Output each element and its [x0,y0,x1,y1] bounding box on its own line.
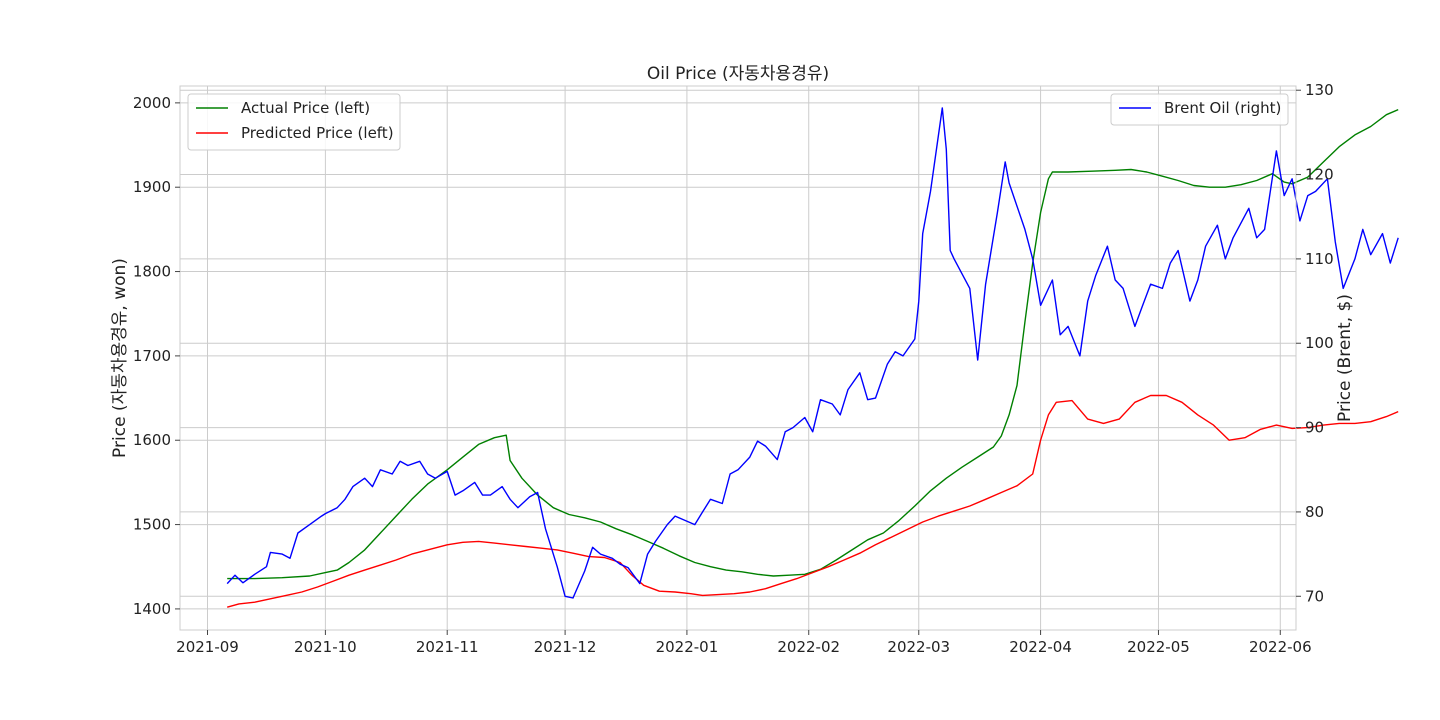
plot-frame [179,85,1297,631]
legend-left: Actual Price (left) Predicted Price (lef… [187,93,401,151]
left-y-axis-ticks: 1400 1500 1600 1700 1800 1900 2000 [133,94,180,618]
left-y-tick-label: 1600 [133,431,171,449]
right-y-axis-label: Price (Brent, $) [1335,294,1355,422]
legend-actual-label: Actual Price (left) [241,99,370,117]
x-tick-label: 2022-06 [1249,638,1312,656]
left-y-tick-label: 1700 [133,347,171,365]
series-lines [226,107,1399,608]
legend-right-box [1110,93,1289,126]
legend-right: Brent Oil (right) [1110,93,1289,126]
legend-predicted-label: Predicted Price (left) [241,124,394,142]
left-y-axis-label: Price (자동차용경유, won) [110,258,130,458]
x-tick-label: 2022-05 [1127,638,1190,656]
chart-title: Oil Price (자동차용경유) [647,64,829,84]
left-y-tick-label: 1900 [133,178,171,196]
x-tick-label: 2022-02 [777,638,840,656]
right-y-tick-label: 70 [1305,587,1324,605]
x-tick-label: 2021-10 [294,638,357,656]
right-y-tick-label: 120 [1305,166,1334,184]
right-y-tick-label: 100 [1305,334,1334,352]
right-y-tick-label: 110 [1305,250,1334,268]
left-y-tick-label: 1400 [133,600,171,618]
predicted-price-line [227,394,1399,608]
right-y-tick-label: 90 [1305,419,1324,437]
left-y-tick-label: 2000 [133,94,171,112]
x-tick-label: 2022-04 [1009,638,1072,656]
x-tick-label: 2022-03 [887,638,950,656]
legend-left-box [187,93,401,151]
left-y-tick-label: 1800 [133,263,171,281]
right-y-tick-label: 80 [1305,503,1324,521]
left-y-tick-label: 1500 [133,516,171,534]
x-axis-ticks: 2021-09 2021-10 2021-11 2021-12 2022-01 2022-… [176,630,1312,656]
x-tick-label: 2021-12 [534,638,597,656]
grid [180,86,1296,630]
right-y-tick-label: 130 [1305,81,1334,99]
x-tick-label: 2021-11 [416,638,479,656]
x-tick-label: 2021-09 [176,638,239,656]
legend-brent-label: Brent Oil (right) [1164,99,1281,117]
right-y-axis-ticks: 70 80 90 100 110 120 130 [1296,81,1334,605]
actual-price-line [227,108,1399,580]
brent-oil-line [226,107,1399,599]
x-tick-label: 2022-01 [656,638,719,656]
